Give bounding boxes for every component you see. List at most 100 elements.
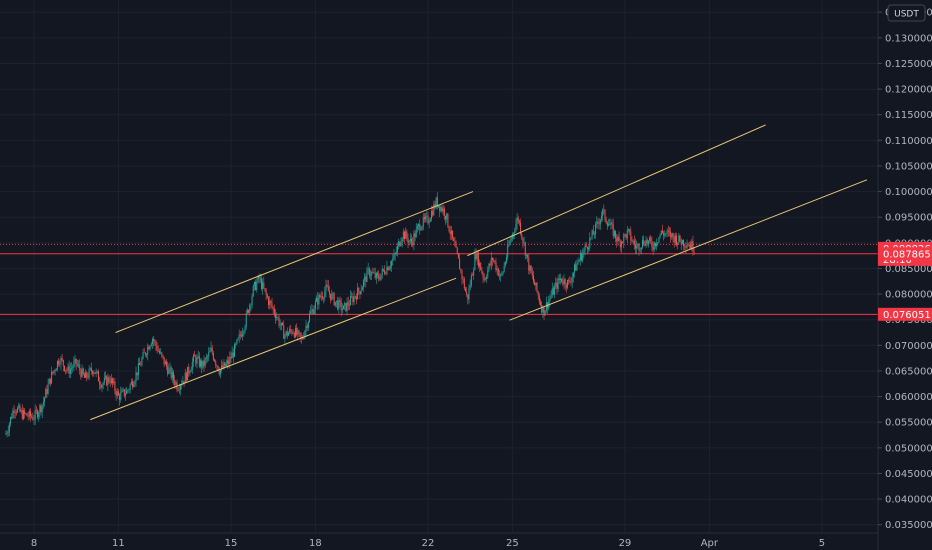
candle-body <box>326 284 328 287</box>
candle-body <box>412 242 414 245</box>
candle-body <box>671 233 673 238</box>
candle-body <box>466 291 468 295</box>
channel-line[interactable] <box>509 179 868 321</box>
candle-body <box>359 291 361 294</box>
candle-body <box>252 285 254 297</box>
candle-body <box>468 288 470 300</box>
candle-body <box>269 300 271 305</box>
candle-body <box>456 247 458 254</box>
candle-body <box>427 215 429 224</box>
candle-body <box>416 225 418 229</box>
candle-body <box>452 230 454 239</box>
candle-body <box>354 296 356 297</box>
candle-body <box>226 360 228 364</box>
candle-body <box>304 331 306 338</box>
candle-body <box>384 270 386 274</box>
currency-badge[interactable]: USDT <box>887 4 926 22</box>
candle-body <box>613 230 615 236</box>
candle-body <box>488 263 490 271</box>
trend-channel-lines[interactable] <box>90 124 868 421</box>
candle-body <box>475 254 477 260</box>
candle-body <box>122 389 124 391</box>
candle-body <box>114 381 116 391</box>
time-axis[interactable]: 8 11 15 18 22 25 29 Apr 5 <box>31 538 825 549</box>
candle-body <box>151 339 153 344</box>
candle-body <box>232 352 234 357</box>
candle-body <box>15 411 17 413</box>
candle-body <box>493 260 495 261</box>
candle-body <box>78 364 80 366</box>
candle-body <box>190 369 192 372</box>
candle-body <box>646 239 648 244</box>
candle-body <box>500 274 502 276</box>
candle-body <box>630 231 632 241</box>
candle-body <box>517 217 519 221</box>
candle-body <box>368 268 370 276</box>
candle-body <box>233 344 235 357</box>
channel-line[interactable] <box>90 277 457 421</box>
candle-body <box>604 209 606 220</box>
candle-body <box>150 343 152 347</box>
candle-body <box>480 262 482 271</box>
candle-body <box>640 247 642 250</box>
candle-body <box>60 357 62 365</box>
candle-body <box>162 355 164 357</box>
candle-body <box>405 231 407 240</box>
candle-body <box>221 365 223 371</box>
candle-body <box>136 372 138 376</box>
candle-body <box>419 224 421 231</box>
candle-body <box>676 235 678 245</box>
channel-line[interactable] <box>115 191 474 333</box>
candle-body <box>71 368 73 369</box>
candle-body <box>570 282 572 283</box>
candle-body <box>302 338 304 339</box>
candle-body <box>619 240 621 248</box>
candle-body <box>201 360 203 368</box>
candle-body <box>316 297 318 302</box>
candle-body <box>109 381 111 383</box>
candle-body <box>582 253 584 261</box>
channel-line[interactable] <box>467 124 766 257</box>
horizontal-lines <box>0 243 878 315</box>
candle-body <box>362 280 364 288</box>
candle-body <box>503 265 505 272</box>
candle-body <box>528 257 530 271</box>
candle-body <box>542 307 544 313</box>
candle-body <box>642 239 644 248</box>
candle-body <box>693 251 695 253</box>
price-axis-tick-label: 0.045000 <box>885 469 932 480</box>
candle-body <box>195 356 197 364</box>
price-axis[interactable]: 0.035000 0.040000 0.045000 0.050000 0.055000… <box>878 8 932 532</box>
candle-body <box>22 410 24 419</box>
candle-body <box>99 381 101 385</box>
candle-body <box>242 332 244 337</box>
candle-body <box>173 372 175 381</box>
candle-body <box>248 310 250 313</box>
candle-body <box>596 221 598 224</box>
candle-body <box>395 252 397 254</box>
candle-body <box>292 332 294 334</box>
candle-body <box>80 370 82 377</box>
candle-body <box>34 410 36 420</box>
candle-body <box>169 367 171 369</box>
candle-body <box>257 276 259 283</box>
candle-body <box>62 359 64 366</box>
candle-body <box>121 390 123 393</box>
candle-body <box>103 377 105 383</box>
candle-body <box>373 272 375 274</box>
candle-body <box>74 358 76 363</box>
candle-body <box>484 278 486 280</box>
candle-body <box>400 242 402 246</box>
time-axis-tick-label: Apr <box>701 538 719 549</box>
candle-body <box>89 368 91 369</box>
candle-body <box>266 294 268 298</box>
candle-body <box>7 431 9 434</box>
candle-body <box>168 368 170 374</box>
candle-body <box>659 234 661 238</box>
candle-body <box>196 357 198 364</box>
candle-body <box>520 222 522 234</box>
candle-body <box>149 346 151 350</box>
candle-body <box>102 382 104 386</box>
candle-body <box>448 226 450 232</box>
